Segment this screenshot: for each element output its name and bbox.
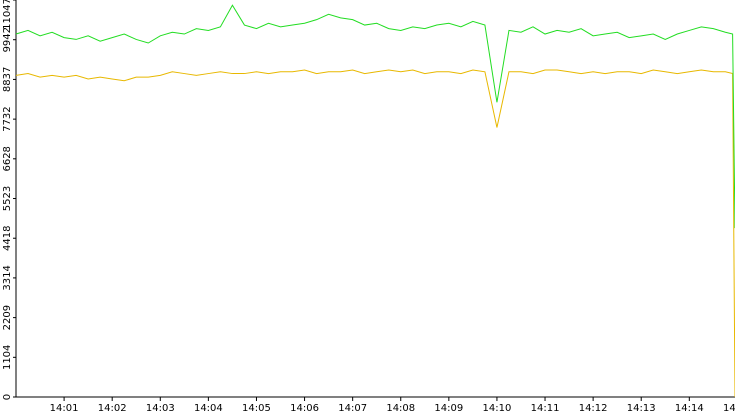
- y-tick-label: 4418: [2, 226, 13, 251]
- y-tick-label: 0: [2, 394, 13, 400]
- line-series: [15, 69, 735, 398]
- y-tick-label: 11047: [2, 0, 13, 30]
- x-tick-label: 14:12: [579, 403, 608, 414]
- x-tick-label: 14:10: [483, 403, 512, 414]
- y-tick-label: 8837: [2, 67, 13, 92]
- y-tick-label: 7732: [2, 106, 13, 131]
- x-tick-label: 14:02: [98, 403, 127, 414]
- y-tick-label: 1104: [2, 345, 13, 370]
- y-tick-label: 3314: [2, 265, 13, 290]
- x-tick-label: 14:03: [146, 403, 175, 414]
- x-tick-label: 14:01: [50, 403, 79, 414]
- y-tick-label: 9942: [2, 27, 13, 52]
- x-tick-label: 14:07: [338, 403, 367, 414]
- x-tick-label: 14:09: [434, 403, 463, 414]
- line-series: [15, 4, 735, 229]
- x-tick-label: 14:13: [627, 403, 656, 414]
- x-tick-label: 14:15: [723, 403, 735, 414]
- x-tick-label: 14:04: [194, 403, 223, 414]
- y-tick-label: 5523: [2, 186, 13, 211]
- y-tick-label: 2209: [2, 305, 13, 330]
- x-tick-label: 14:08: [386, 403, 415, 414]
- x-tick-label: 14:14: [675, 403, 704, 414]
- x-tick-label: 14:05: [242, 403, 271, 414]
- y-tick-label: 6628: [2, 146, 13, 171]
- x-tick-label: 14:11: [531, 403, 560, 414]
- x-tick-label: 14:06: [290, 403, 319, 414]
